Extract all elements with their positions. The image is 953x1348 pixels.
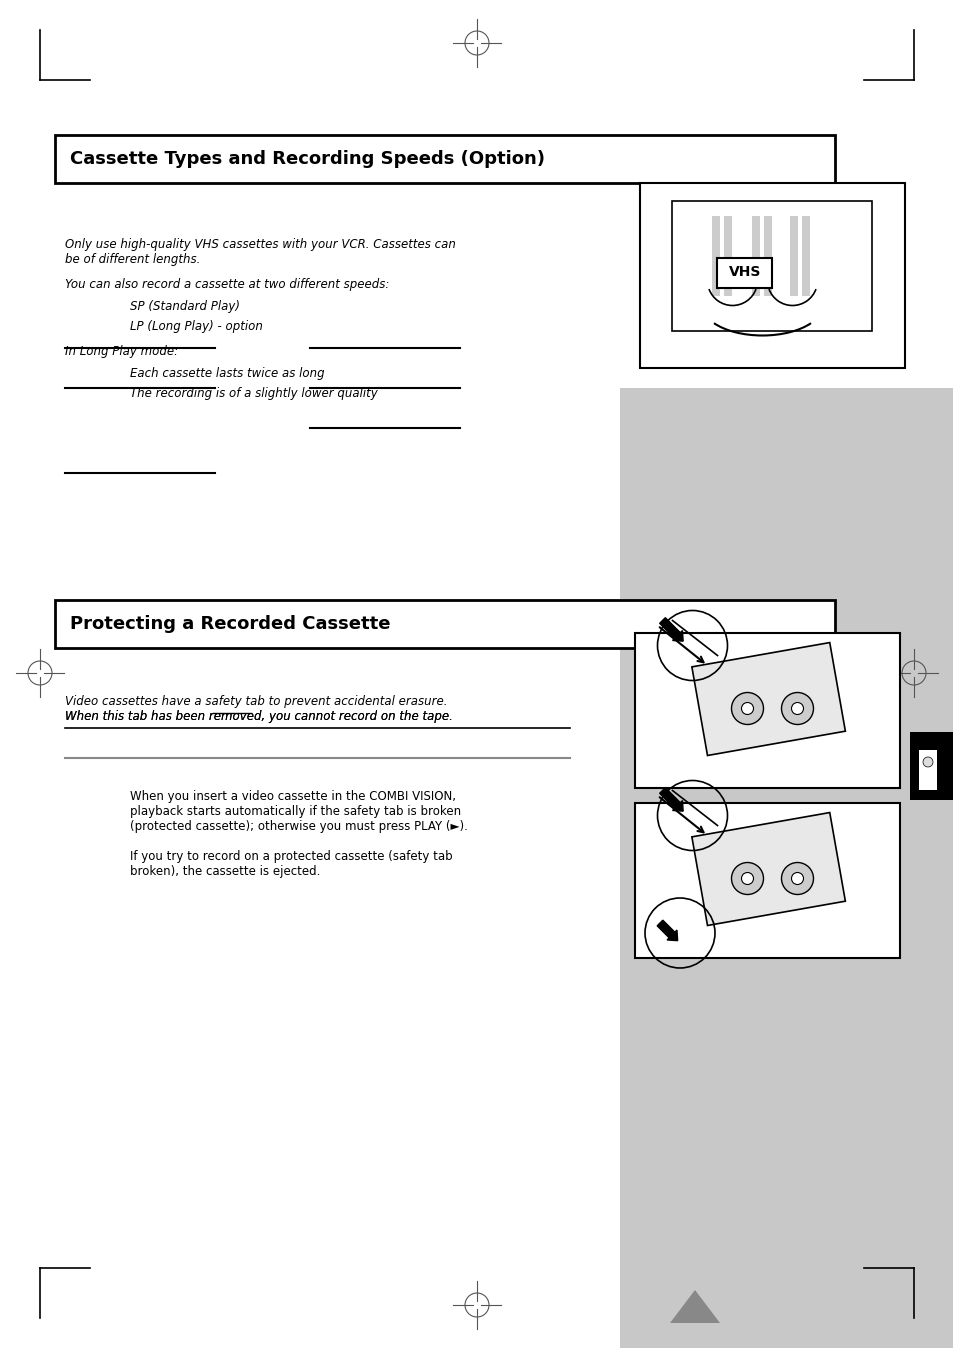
- FancyBboxPatch shape: [55, 600, 834, 648]
- Bar: [691, 643, 844, 755]
- Text: broken), the cassette is ejected.: broken), the cassette is ejected.: [130, 865, 320, 878]
- Bar: [635, 634, 899, 789]
- Bar: [790, 216, 798, 295]
- FancyBboxPatch shape: [55, 135, 834, 183]
- FancyArrow shape: [659, 787, 682, 811]
- Text: be of different lengths.: be of different lengths.: [65, 253, 200, 266]
- Text: playback starts automatically if the safety tab is broken: playback starts automatically if the saf…: [130, 805, 460, 818]
- Circle shape: [923, 758, 932, 767]
- Bar: [909, 732, 953, 799]
- Bar: [752, 216, 760, 295]
- Circle shape: [740, 872, 753, 884]
- Bar: [717, 257, 772, 287]
- Bar: [619, 1258, 953, 1348]
- Text: SP (Standard Play): SP (Standard Play): [130, 301, 240, 313]
- Polygon shape: [669, 1290, 720, 1322]
- Circle shape: [731, 693, 762, 724]
- Bar: [801, 216, 810, 295]
- Text: Protecting a Recorded Cassette: Protecting a Recorded Cassette: [70, 615, 390, 634]
- Circle shape: [731, 863, 762, 895]
- Bar: [763, 216, 772, 295]
- Circle shape: [791, 872, 802, 884]
- Bar: [672, 201, 872, 330]
- Bar: [635, 803, 899, 958]
- Text: Each cassette lasts twice as long: Each cassette lasts twice as long: [130, 367, 324, 380]
- Text: Cassette Types and Recording Speeds (Option): Cassette Types and Recording Speeds (Opt…: [70, 150, 544, 168]
- Text: If you try to record on a protected cassette (safety tab: If you try to record on a protected cass…: [130, 851, 452, 863]
- Text: Only use high-quality VHS cassettes with your VCR. Cassettes can: Only use high-quality VHS cassettes with…: [65, 239, 456, 251]
- Text: VHS: VHS: [728, 266, 760, 279]
- Text: You can also record a cassette at two different speeds:: You can also record a cassette at two di…: [65, 278, 389, 291]
- Bar: [918, 749, 936, 790]
- FancyArrow shape: [657, 921, 677, 941]
- Bar: [691, 813, 844, 926]
- Text: In Long Play mode:: In Long Play mode:: [65, 345, 178, 359]
- FancyArrow shape: [659, 617, 682, 642]
- Text: LP (Long Play) - option: LP (Long Play) - option: [130, 319, 263, 333]
- Circle shape: [740, 702, 753, 714]
- Text: (protected cassette); otherwise you must press PLAY (►).: (protected cassette); otherwise you must…: [130, 820, 467, 833]
- Circle shape: [781, 693, 813, 724]
- Circle shape: [781, 863, 813, 895]
- Bar: [712, 216, 720, 295]
- Text: When this tab has been removed, you cannot record on the tape.: When this tab has been removed, you cann…: [65, 710, 453, 723]
- Text: The recording is of a slightly lower quality: The recording is of a slightly lower qua…: [130, 387, 377, 400]
- Bar: [619, 388, 953, 1258]
- Bar: [723, 216, 732, 295]
- Text: When you insert a video cassette in the COMBI VISION,: When you insert a video cassette in the …: [130, 790, 456, 803]
- Text: Video cassettes have a safety tab to prevent accidental erasure.: Video cassettes have a safety tab to pre…: [65, 696, 447, 708]
- Circle shape: [791, 702, 802, 714]
- Bar: [639, 183, 904, 368]
- Text: When this tab has been removed, you cannot record on the tape.: When this tab has been removed, you cann…: [65, 710, 453, 723]
